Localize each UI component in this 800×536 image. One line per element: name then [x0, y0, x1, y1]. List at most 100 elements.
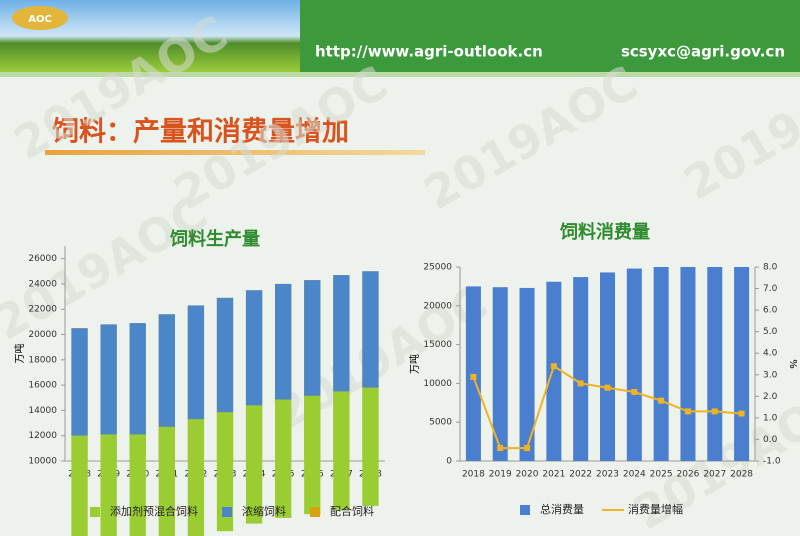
- x-tick-label: 2018: [462, 470, 485, 480]
- chart-title: 饲料消费量: [559, 221, 650, 243]
- logo-text: AOC: [28, 14, 52, 25]
- bar: [158, 314, 175, 427]
- bar: [304, 280, 321, 396]
- bar: [100, 324, 117, 435]
- x-tick-label: 2023: [596, 470, 619, 480]
- x-tick-label: 2024: [623, 470, 646, 480]
- watermark: 2019AOC: [265, 275, 497, 440]
- x-tick-label: 2021: [542, 470, 565, 480]
- legend-label: 浓缩饲料: [242, 504, 286, 518]
- bar: [245, 290, 263, 406]
- legend-swatch: [520, 505, 530, 515]
- bar: [216, 412, 234, 532]
- bar: [129, 434, 146, 536]
- title-underline: [45, 150, 425, 155]
- bar: [599, 272, 616, 461]
- bar: [519, 287, 535, 461]
- y2-tick-label: 8.0: [763, 263, 778, 273]
- y2-tick-label: 5.0: [763, 327, 778, 337]
- x-tick-label: 2027: [703, 470, 726, 480]
- legend-label: 配合饲料: [330, 504, 374, 518]
- y-tick-label: 5000: [429, 418, 452, 428]
- y-tick-label: 16000: [28, 381, 57, 391]
- y-tick-label: 0: [446, 457, 452, 467]
- bar: [100, 434, 117, 536]
- bar: [653, 267, 669, 461]
- line-marker: [577, 380, 584, 387]
- y-axis-label: 万吨: [408, 354, 421, 374]
- bar: [129, 323, 146, 435]
- y-tick-label: 24000: [28, 279, 57, 289]
- y-tick-label: 22000: [28, 305, 57, 315]
- y2-tick-label: 3.0: [763, 370, 778, 380]
- bar: [465, 286, 481, 461]
- bar: [573, 277, 589, 461]
- line-marker: [604, 384, 611, 391]
- y-tick-label: 20000: [423, 301, 452, 311]
- y2-tick-label: 6.0: [763, 306, 778, 316]
- line-marker: [658, 397, 665, 404]
- x-tick-label: 2028: [730, 470, 753, 480]
- bar: [707, 267, 723, 461]
- line-marker: [470, 373, 477, 380]
- bar: [71, 328, 88, 436]
- bar: [187, 305, 205, 420]
- slide-title: 饲料：产量和消费量增加: [51, 116, 349, 148]
- y2-axis-label: %: [787, 359, 798, 369]
- y2-tick-label: -1.0: [763, 457, 781, 467]
- bar: [492, 287, 508, 461]
- legend-swatch: [310, 507, 320, 517]
- y2-tick-label: 7.0: [763, 284, 778, 294]
- y-tick-label: 20000: [28, 330, 57, 340]
- line-marker: [738, 410, 745, 417]
- x-tick-label: 2022: [569, 470, 592, 480]
- legend-label: 消费量增幅: [628, 502, 683, 516]
- line-marker: [711, 408, 718, 415]
- bar: [275, 399, 292, 518]
- bar: [275, 283, 292, 400]
- watermarks: 2019AOC 2019AOC 2019AOC 2019AOC 2019AOC …: [0, 5, 800, 536]
- line-marker: [684, 408, 691, 415]
- legend-swatch: [222, 507, 232, 517]
- bar: [333, 391, 350, 510]
- line-marker: [631, 389, 638, 396]
- banner: [300, 0, 800, 72]
- y2-tick-label: 1.0: [763, 413, 778, 423]
- banner-edge: [0, 72, 800, 77]
- y-tick-label: 25000: [423, 263, 452, 273]
- line-marker: [497, 445, 504, 452]
- y-tick-label: 10000: [28, 457, 57, 467]
- bar: [158, 426, 175, 536]
- url[interactable]: http://www.agri-outlook.cn: [315, 43, 543, 61]
- bar: [362, 387, 379, 506]
- y2-tick-label: 2.0: [763, 392, 778, 402]
- bar: [362, 271, 379, 388]
- legend-label: 总消费量: [540, 502, 584, 516]
- y-tick-label: 12000: [28, 431, 57, 441]
- y-tick-label: 10000: [423, 379, 452, 389]
- line-marker: [550, 363, 557, 370]
- email[interactable]: scsyxc@agri.gov.cn: [621, 43, 785, 61]
- y2-tick-label: 4.0: [763, 349, 778, 359]
- bar: [680, 267, 696, 461]
- y-tick-label: 18000: [28, 355, 57, 365]
- bar: [734, 267, 750, 461]
- bar: [71, 435, 88, 536]
- y2-tick-label: 0.0: [763, 435, 778, 445]
- legend-label: 添加剂预混合饲料: [110, 504, 198, 518]
- bar: [187, 419, 205, 536]
- watermark: 2019AOC: [415, 55, 647, 220]
- bar: [304, 395, 321, 515]
- bar: [216, 297, 234, 413]
- bar: [333, 275, 350, 392]
- x-tick-label: 2020: [516, 470, 539, 480]
- x-tick-label: 2025: [650, 470, 673, 480]
- legend-swatch: [90, 507, 100, 517]
- bar: [546, 281, 562, 461]
- y-tick-label: 14000: [28, 406, 57, 416]
- logo: [12, 6, 68, 30]
- line-marker: [524, 445, 531, 452]
- bar: [626, 268, 642, 461]
